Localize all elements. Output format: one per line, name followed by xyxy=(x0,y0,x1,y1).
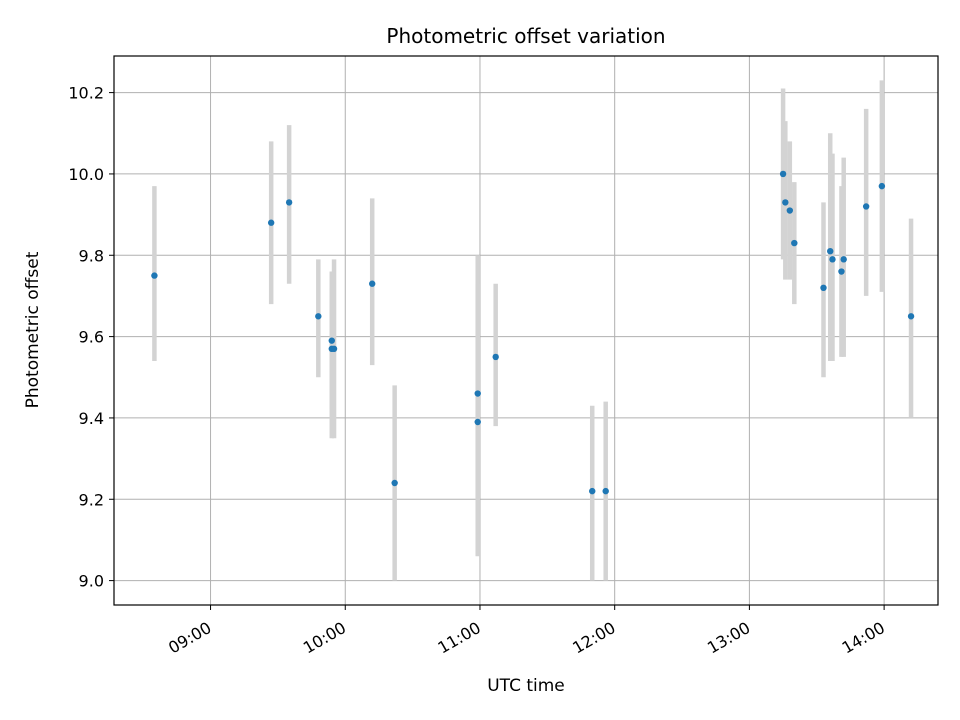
y-tick-label: 9.6 xyxy=(79,328,104,347)
y-tick-label: 9.2 xyxy=(79,490,104,509)
data-point xyxy=(840,256,847,263)
data-point xyxy=(474,390,481,397)
data-point xyxy=(330,345,338,352)
data-point xyxy=(391,479,398,487)
data-point xyxy=(791,239,798,247)
data-point xyxy=(907,313,915,320)
data-point xyxy=(829,256,836,263)
data-point xyxy=(589,487,596,495)
data-point xyxy=(151,272,158,279)
y-tick-label: 9.4 xyxy=(79,409,104,428)
x-axis-label: UTC time xyxy=(487,676,565,696)
data-point xyxy=(820,284,827,291)
y-axis-label: Photometric offset xyxy=(23,251,43,408)
data-point xyxy=(328,337,335,344)
data-point xyxy=(315,313,322,320)
data-point xyxy=(862,203,870,210)
data-point xyxy=(267,219,275,226)
data-point xyxy=(602,487,609,495)
y-tick-label: 10.2 xyxy=(68,84,104,103)
data-point xyxy=(782,199,789,206)
data-point xyxy=(827,248,834,255)
data-point xyxy=(285,199,293,206)
data-point xyxy=(838,268,845,275)
data-point xyxy=(878,182,886,190)
data-points xyxy=(151,170,915,495)
plot-frame xyxy=(113,55,939,606)
data-point xyxy=(369,280,376,287)
chart-title: Photometric offset variation xyxy=(386,24,665,48)
y-tick-label: 9.8 xyxy=(79,246,104,265)
y-tick-label: 10.0 xyxy=(68,165,104,184)
data-point xyxy=(779,170,787,178)
data-point xyxy=(474,418,481,426)
y-axis: 9.0 9.2 9.4 9.6 9.8 10.0 10.2 xyxy=(68,84,114,591)
data-point xyxy=(492,353,499,361)
data-point xyxy=(786,207,794,214)
y-tick-label: 9.0 xyxy=(79,572,104,591)
